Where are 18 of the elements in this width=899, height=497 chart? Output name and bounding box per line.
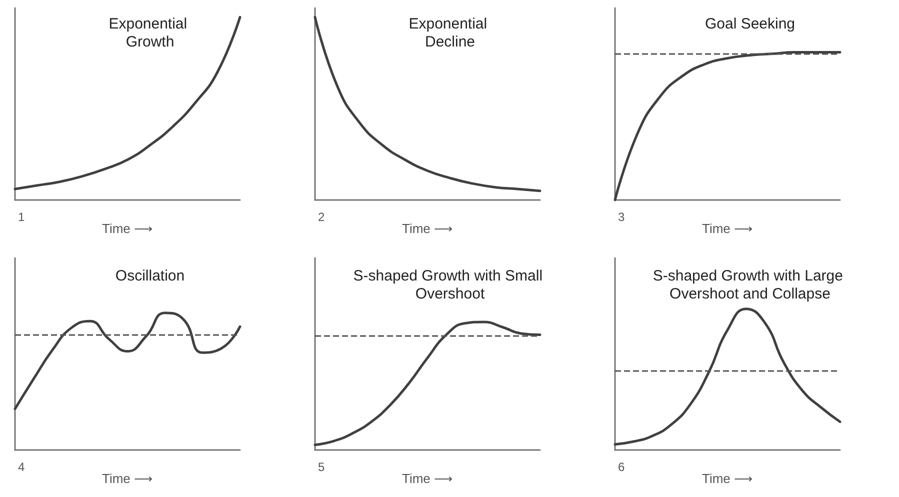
text: 4 bbox=[18, 460, 25, 474]
text: 2 bbox=[318, 210, 325, 224]
text: 5 bbox=[318, 460, 325, 474]
text: 3 bbox=[618, 210, 625, 224]
text: Exponential Decline bbox=[408, 16, 492, 50]
x-axis-title: Time ⟶ bbox=[702, 471, 754, 486]
x-axis-title: Time ⟶ bbox=[702, 221, 754, 236]
chart-title: S-shaped Growth with Large Overshoot and Collapse bbox=[652, 268, 848, 302]
chart-title: S-shaped Growth with Small Overshoot bbox=[353, 268, 547, 302]
x-axis-title: Time ⟶ bbox=[102, 471, 154, 486]
x-axis-title: Time ⟶ bbox=[402, 221, 454, 236]
text: 6 bbox=[618, 460, 625, 474]
text: Exponential Growth bbox=[108, 16, 192, 50]
text: 1 bbox=[18, 210, 25, 224]
x-axis-title: Time ⟶ bbox=[102, 221, 154, 236]
x-axis-title: Time ⟶ bbox=[402, 471, 454, 486]
chart-title: Oscillation bbox=[115, 268, 185, 284]
chart-title: Goal Seeking bbox=[704, 16, 796, 32]
